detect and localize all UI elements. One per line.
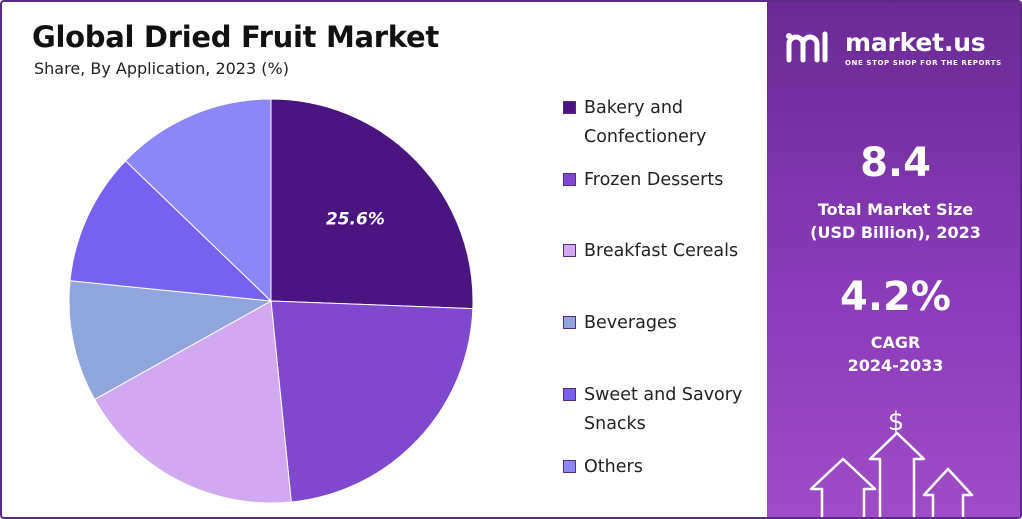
market-us-logo-icon [786, 31, 828, 63]
pie-slice-bakery-and-confectionery [270, 98, 474, 310]
growth-arrows-icon: $ [809, 407, 974, 517]
legend-swatch [563, 173, 576, 186]
legend-label: Frozen Desserts [584, 170, 724, 190]
legend-item-bakery-and-confectionery: Bakery and Confectionery [563, 94, 763, 152]
legend-swatch [563, 388, 576, 401]
pie-slice-frozen-desserts [270, 300, 474, 503]
arrow-up-right-icon [922, 467, 974, 517]
legend-label: Beverages [584, 313, 677, 333]
arrow-up-center-icon [868, 431, 926, 517]
market-size-label: Total Market Size (USD Billion), 2023 [810, 200, 981, 242]
legend-swatch [563, 101, 576, 114]
dollar-icon: $ [888, 407, 905, 437]
logo-tagline: ONE STOP SHOP FOR THE REPORTS [845, 59, 1002, 67]
arrow-up-left-icon [809, 457, 877, 517]
market-size-value: 8.4 [860, 140, 931, 186]
legend-label: Others [584, 457, 643, 477]
cagr-label: CAGR 2024-2033 [847, 333, 944, 375]
chart-subtitle: Share, By Application, 2023 (%) [34, 59, 289, 78]
chart-title: Global Dried Fruit Market [32, 20, 439, 54]
legend-label: Bakery and Confectionery [584, 98, 707, 147]
pie-slice-beverages [68, 280, 273, 401]
legend-label: Sweet and Savory Snacks [584, 385, 743, 434]
legend-item-breakfast-cereals: Breakfast Cereals [563, 237, 763, 266]
pie-slice-sweet-and-savory-snacks [69, 160, 273, 302]
legend-item-sweet-and-savory-snacks: Sweet and Savory Snacks [563, 381, 763, 439]
summary-panel: market.us ONE STOP SHOP FOR THE REPORTS … [767, 2, 1020, 517]
legend-item-frozen-desserts: Frozen Desserts [563, 166, 763, 195]
cagr-value: 4.2% [840, 274, 951, 320]
pie-data-label: 25.6% [326, 210, 385, 230]
market-us-logo[interactable]: market.us ONE STOP SHOP FOR THE REPORTS [785, 26, 1015, 76]
legend-item-others: Others [563, 453, 763, 482]
legend-swatch [563, 244, 576, 257]
legend-swatch [563, 460, 576, 473]
pie-slice-others [124, 98, 272, 303]
logo-text: market.us [845, 28, 986, 57]
pie-chart: 25.6% [68, 98, 474, 504]
legend-item-beverages: Beverages [563, 309, 763, 338]
legend-swatch [563, 316, 576, 329]
legend-label: Breakfast Cereals [584, 241, 739, 261]
pie-slice-breakfast-cereals [93, 300, 292, 504]
